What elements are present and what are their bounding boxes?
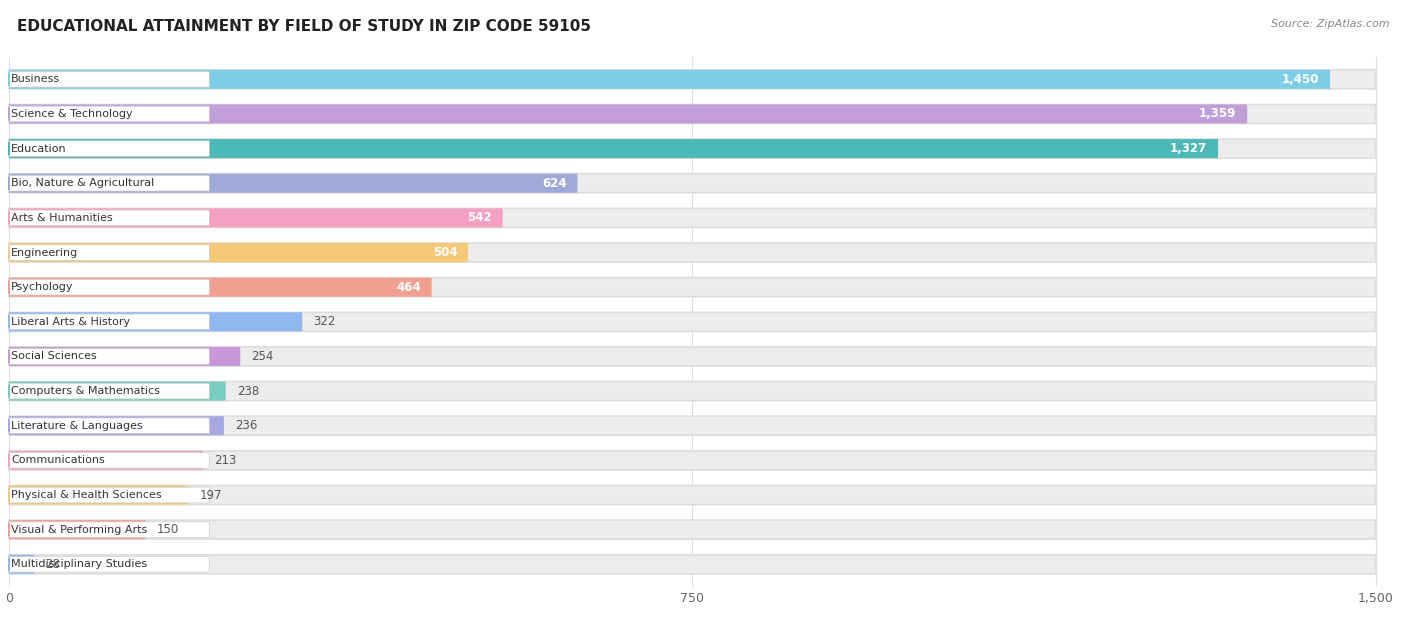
Text: 624: 624 <box>541 177 567 190</box>
FancyBboxPatch shape <box>8 278 1376 297</box>
FancyBboxPatch shape <box>8 70 1330 89</box>
Text: Communications: Communications <box>11 456 105 466</box>
FancyBboxPatch shape <box>8 174 1376 192</box>
FancyBboxPatch shape <box>8 347 240 366</box>
Text: EDUCATIONAL ATTAINMENT BY FIELD OF STUDY IN ZIP CODE 59105: EDUCATIONAL ATTAINMENT BY FIELD OF STUDY… <box>17 19 591 34</box>
Text: 464: 464 <box>396 281 420 293</box>
Text: Arts & Humanities: Arts & Humanities <box>11 213 112 223</box>
FancyBboxPatch shape <box>8 383 209 399</box>
Text: Education: Education <box>11 144 66 153</box>
FancyBboxPatch shape <box>8 487 209 503</box>
Text: 150: 150 <box>156 523 179 536</box>
Text: Source: ZipAtlas.com: Source: ZipAtlas.com <box>1271 19 1389 29</box>
FancyBboxPatch shape <box>8 71 209 87</box>
FancyBboxPatch shape <box>8 312 302 331</box>
Text: Bio, Nature & Agricultural: Bio, Nature & Agricultural <box>11 178 155 188</box>
FancyBboxPatch shape <box>8 245 209 261</box>
Text: 236: 236 <box>235 419 257 432</box>
Text: Psychology: Psychology <box>11 282 73 292</box>
FancyBboxPatch shape <box>8 485 188 505</box>
Text: 1,450: 1,450 <box>1282 73 1319 86</box>
FancyBboxPatch shape <box>8 208 1376 227</box>
FancyBboxPatch shape <box>8 243 468 262</box>
Text: 504: 504 <box>433 246 457 259</box>
FancyBboxPatch shape <box>8 416 224 435</box>
Text: 254: 254 <box>252 350 274 363</box>
FancyBboxPatch shape <box>8 451 1376 470</box>
Text: Visual & Performing Arts: Visual & Performing Arts <box>11 524 148 534</box>
FancyBboxPatch shape <box>8 174 578 192</box>
FancyBboxPatch shape <box>8 416 1376 435</box>
FancyBboxPatch shape <box>8 347 1376 366</box>
FancyBboxPatch shape <box>8 139 1376 158</box>
Text: 542: 542 <box>467 211 492 225</box>
Text: 1,327: 1,327 <box>1170 142 1208 155</box>
Text: Social Sciences: Social Sciences <box>11 351 97 362</box>
FancyBboxPatch shape <box>8 557 209 572</box>
FancyBboxPatch shape <box>8 208 503 227</box>
FancyBboxPatch shape <box>8 382 1376 401</box>
FancyBboxPatch shape <box>8 104 1376 124</box>
FancyBboxPatch shape <box>8 382 226 401</box>
Text: Science & Technology: Science & Technology <box>11 109 132 119</box>
Text: Liberal Arts & History: Liberal Arts & History <box>11 317 131 327</box>
FancyBboxPatch shape <box>8 485 1376 505</box>
FancyBboxPatch shape <box>8 210 209 226</box>
Text: 197: 197 <box>200 488 222 502</box>
FancyBboxPatch shape <box>8 555 34 574</box>
FancyBboxPatch shape <box>8 175 209 191</box>
FancyBboxPatch shape <box>8 104 1247 124</box>
Text: 322: 322 <box>314 316 336 328</box>
FancyBboxPatch shape <box>8 418 209 433</box>
Text: Engineering: Engineering <box>11 247 79 257</box>
Text: Literature & Languages: Literature & Languages <box>11 421 143 431</box>
Text: Physical & Health Sciences: Physical & Health Sciences <box>11 490 162 500</box>
FancyBboxPatch shape <box>8 280 209 295</box>
FancyBboxPatch shape <box>8 520 1376 540</box>
Text: Business: Business <box>11 74 60 85</box>
Text: 238: 238 <box>236 385 259 398</box>
FancyBboxPatch shape <box>8 555 1376 574</box>
FancyBboxPatch shape <box>8 139 1218 158</box>
FancyBboxPatch shape <box>8 278 432 297</box>
FancyBboxPatch shape <box>8 243 1376 262</box>
FancyBboxPatch shape <box>8 349 209 364</box>
Text: 28: 28 <box>45 558 60 571</box>
FancyBboxPatch shape <box>8 520 146 540</box>
FancyBboxPatch shape <box>8 522 209 538</box>
FancyBboxPatch shape <box>8 451 202 470</box>
FancyBboxPatch shape <box>8 314 209 329</box>
FancyBboxPatch shape <box>8 106 209 122</box>
FancyBboxPatch shape <box>8 70 1376 89</box>
FancyBboxPatch shape <box>8 452 209 468</box>
Text: Multidisciplinary Studies: Multidisciplinary Studies <box>11 559 148 569</box>
FancyBboxPatch shape <box>8 141 209 156</box>
Text: Computers & Mathematics: Computers & Mathematics <box>11 386 160 396</box>
Text: 213: 213 <box>214 454 236 467</box>
FancyBboxPatch shape <box>8 312 1376 331</box>
Text: 1,359: 1,359 <box>1199 107 1236 121</box>
